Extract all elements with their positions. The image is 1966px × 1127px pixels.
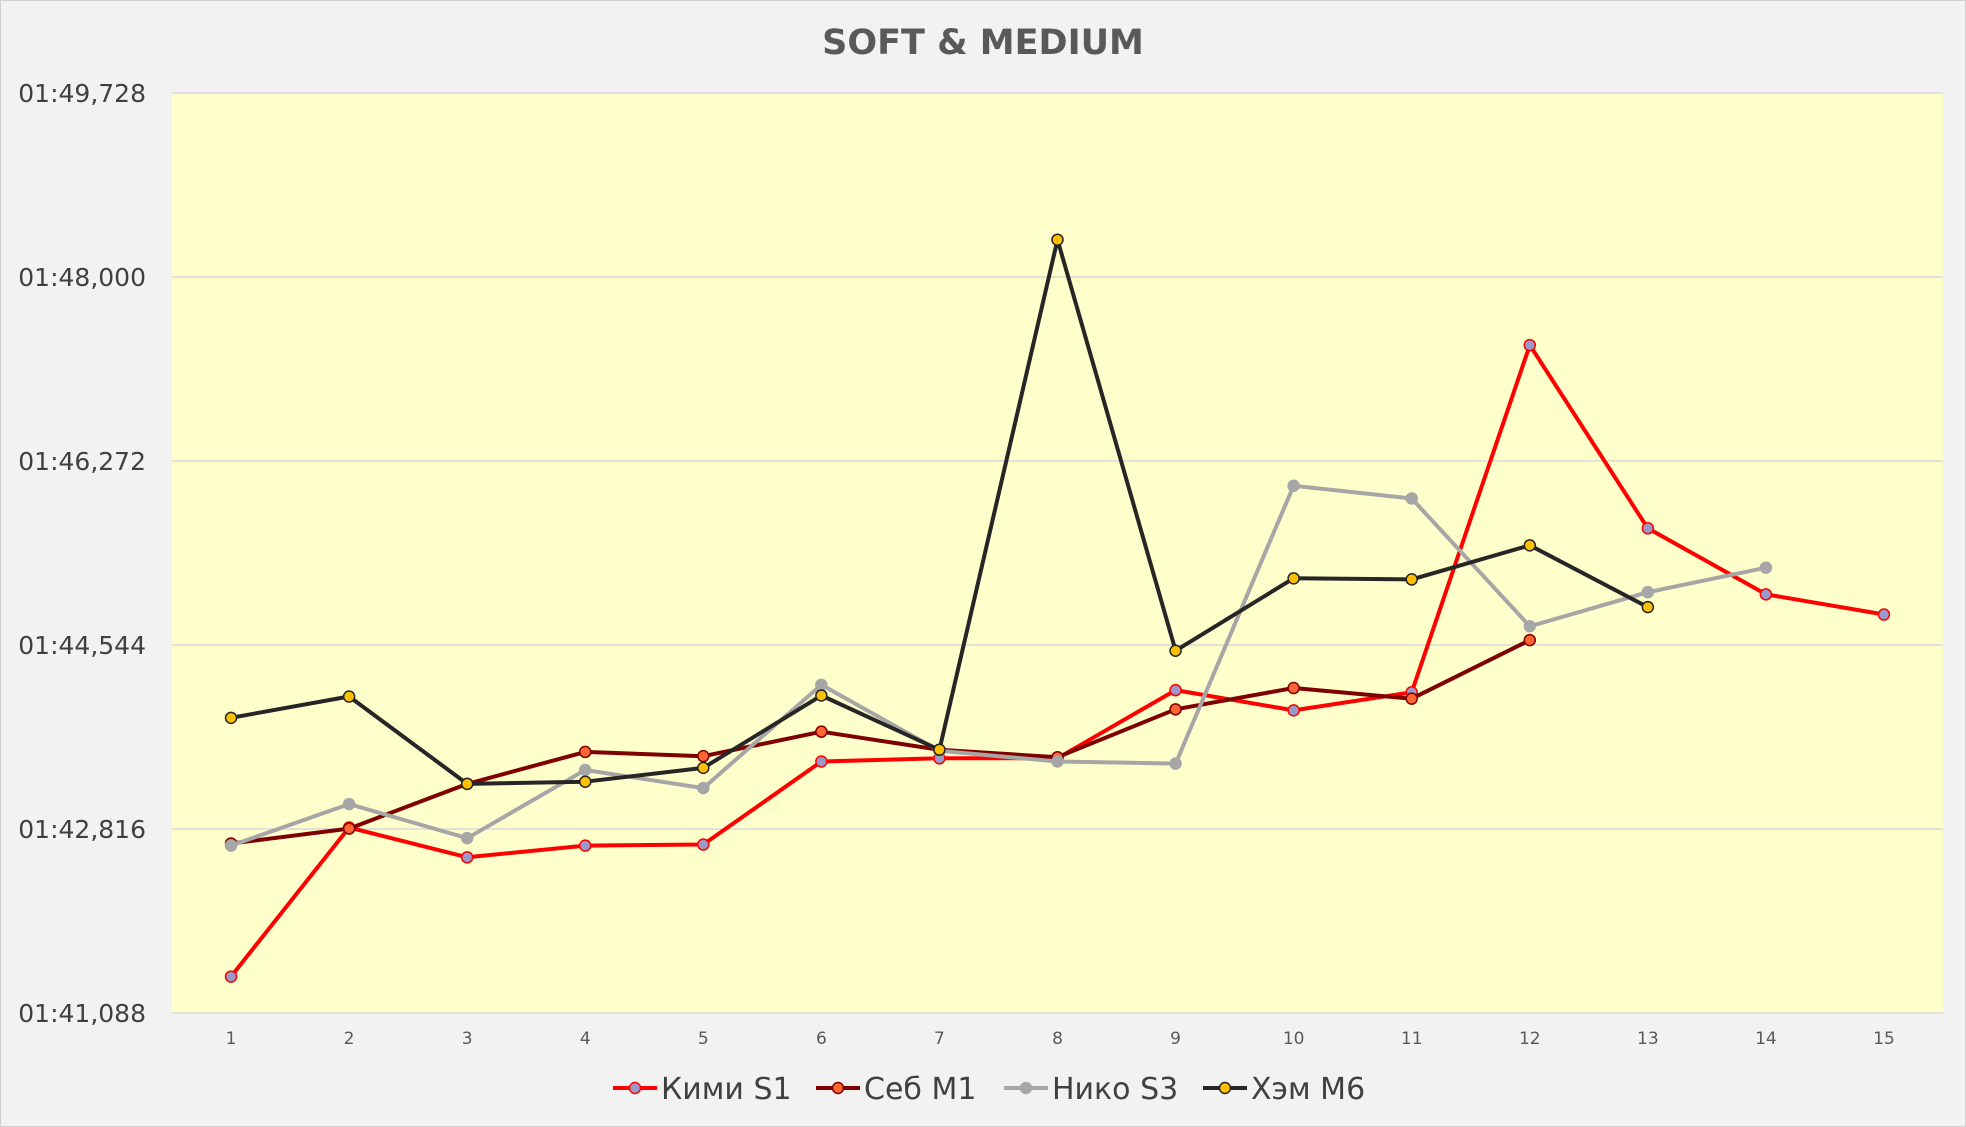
series-line xyxy=(229,638,1532,846)
data-point xyxy=(1405,692,1418,705)
x-tick-label: 8 xyxy=(1052,1029,1063,1049)
data-point xyxy=(815,725,828,738)
data-point xyxy=(578,775,592,788)
legend-item: Хэм M6 xyxy=(1203,1072,1365,1107)
legend-swatch-marker xyxy=(1019,1081,1033,1095)
data-point xyxy=(1287,681,1300,695)
data-point xyxy=(578,745,592,759)
data-point xyxy=(224,711,238,725)
legend-swatch-marker xyxy=(628,1081,642,1095)
data-point xyxy=(1051,755,1064,768)
data-point xyxy=(697,838,710,851)
data-point xyxy=(1169,683,1182,697)
data-point xyxy=(224,970,238,983)
x-tick-label: 10 xyxy=(1283,1029,1305,1049)
x-tick-label: 1 xyxy=(226,1029,237,1049)
x-tick-label: 5 xyxy=(698,1029,709,1049)
data-point xyxy=(460,831,474,845)
data-point xyxy=(578,839,592,852)
legend-label: Себ M1 xyxy=(864,1072,976,1107)
data-point xyxy=(933,743,946,757)
gridlines xyxy=(172,92,1943,1014)
data-point xyxy=(1169,703,1182,716)
data-point xyxy=(1759,588,1773,601)
series-3 xyxy=(224,479,1773,852)
data-point xyxy=(1641,522,1655,535)
data-point xyxy=(1523,633,1537,647)
plot-area xyxy=(172,93,1943,1013)
data-point xyxy=(1523,338,1537,352)
data-point xyxy=(460,777,474,791)
series-lines xyxy=(224,233,1891,983)
data-point xyxy=(1287,572,1300,585)
series-line xyxy=(229,483,1768,848)
legend-item: Кими S1 xyxy=(613,1072,792,1107)
data-point xyxy=(1641,600,1655,614)
legend-swatch-marker xyxy=(1218,1081,1232,1095)
y-tick-label: 01:41,088 xyxy=(18,999,146,1028)
data-point xyxy=(1405,492,1418,505)
x-tick-label: 7 xyxy=(934,1029,945,1049)
y-tick-label: 01:49,728 xyxy=(18,79,146,108)
data-point xyxy=(1877,608,1891,621)
data-point xyxy=(1405,573,1418,586)
x-tick-label: 13 xyxy=(1637,1029,1659,1049)
x-tick-label: 15 xyxy=(1873,1029,1895,1049)
data-point xyxy=(1169,757,1182,770)
data-point xyxy=(697,761,710,775)
x-tick-label: 2 xyxy=(344,1029,355,1049)
y-tick-label: 01:48,000 xyxy=(18,263,146,292)
data-point xyxy=(342,690,356,703)
data-point xyxy=(1169,644,1182,657)
legend-label: Хэм M6 xyxy=(1251,1072,1365,1107)
x-tick-label: 3 xyxy=(462,1029,473,1049)
data-point xyxy=(697,749,710,763)
y-tick-label: 01:42,816 xyxy=(18,815,146,844)
legend: Кими S1 Себ M1 Нико S3 Хэм M6 xyxy=(613,1072,1365,1107)
legend-item: Нико S3 xyxy=(1004,1072,1178,1107)
x-tick-label: 6 xyxy=(816,1029,827,1049)
data-point xyxy=(1523,620,1537,633)
data-point xyxy=(342,822,356,835)
data-point xyxy=(224,839,238,852)
legend-swatch-marker xyxy=(831,1081,845,1095)
x-tick-label: 9 xyxy=(1170,1029,1181,1049)
data-point xyxy=(1287,479,1300,492)
data-point xyxy=(697,781,710,795)
y-tick-label: 01:44,544 xyxy=(18,631,146,660)
data-point xyxy=(460,851,474,864)
data-point xyxy=(1641,585,1655,599)
y-axis-ticks: 01:41,088 01:42,816 01:44,544 01:46,272 01:4… xyxy=(18,79,146,1028)
data-point xyxy=(578,763,592,777)
x-tick-label: 4 xyxy=(580,1029,591,1049)
data-point xyxy=(815,678,828,692)
series-4 xyxy=(224,233,1655,791)
chart-title: SOFT & MEDIUM xyxy=(822,23,1144,63)
data-point xyxy=(1523,539,1537,552)
legend-label: Нико S3 xyxy=(1052,1072,1178,1107)
x-tick-label: 11 xyxy=(1401,1029,1423,1049)
y-tick-label: 01:46,272 xyxy=(18,447,146,476)
data-point xyxy=(1759,561,1773,574)
data-point xyxy=(342,797,356,811)
x-tick-label: 14 xyxy=(1755,1029,1777,1049)
x-axis-ticks: 1 2 3 4 5 6 7 8 9 10 11 12 13 14 15 xyxy=(226,1029,1895,1049)
legend-item: Себ M1 xyxy=(816,1072,976,1107)
data-point xyxy=(815,689,828,702)
x-tick-label: 12 xyxy=(1519,1029,1541,1049)
legend-label: Кими S1 xyxy=(661,1072,792,1107)
data-point xyxy=(1051,233,1064,246)
data-point xyxy=(1287,704,1300,717)
data-point xyxy=(815,755,828,768)
